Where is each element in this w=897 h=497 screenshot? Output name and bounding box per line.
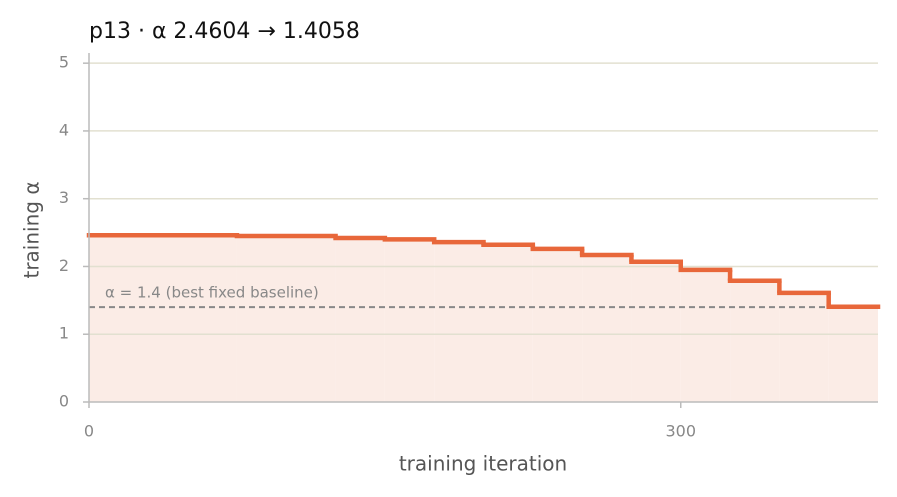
area-fill — [89, 235, 237, 402]
y-tick-label: 5 — [59, 53, 69, 72]
y-tick-label: 1 — [59, 324, 69, 343]
area-fill — [779, 292, 829, 402]
y-axis-label: training α — [20, 181, 44, 278]
area-fill — [730, 280, 780, 402]
x-tick-label: 0 — [84, 422, 94, 441]
y-tick-label: 0 — [59, 392, 69, 411]
area-fill — [582, 254, 632, 402]
area-fill — [236, 235, 336, 402]
area-fill — [680, 269, 731, 402]
x-axis-label: training iteration — [399, 452, 567, 476]
area-fill — [384, 239, 435, 402]
area-fill — [631, 261, 681, 402]
area-fill — [434, 242, 484, 402]
y-tick-label: 4 — [59, 120, 69, 139]
y-tick-label: 3 — [59, 188, 69, 207]
x-tick-label: 300 — [665, 422, 696, 441]
y-tick-label: 2 — [59, 256, 69, 275]
chart-title: p13 · α 2.4604 → 1.4058 — [89, 19, 360, 44]
area-fill — [828, 306, 878, 402]
area-fill — [483, 244, 533, 402]
baseline-label: α = 1.4 (best fixed baseline) — [105, 284, 319, 302]
area-fill — [335, 238, 385, 402]
area-fill — [532, 248, 583, 402]
